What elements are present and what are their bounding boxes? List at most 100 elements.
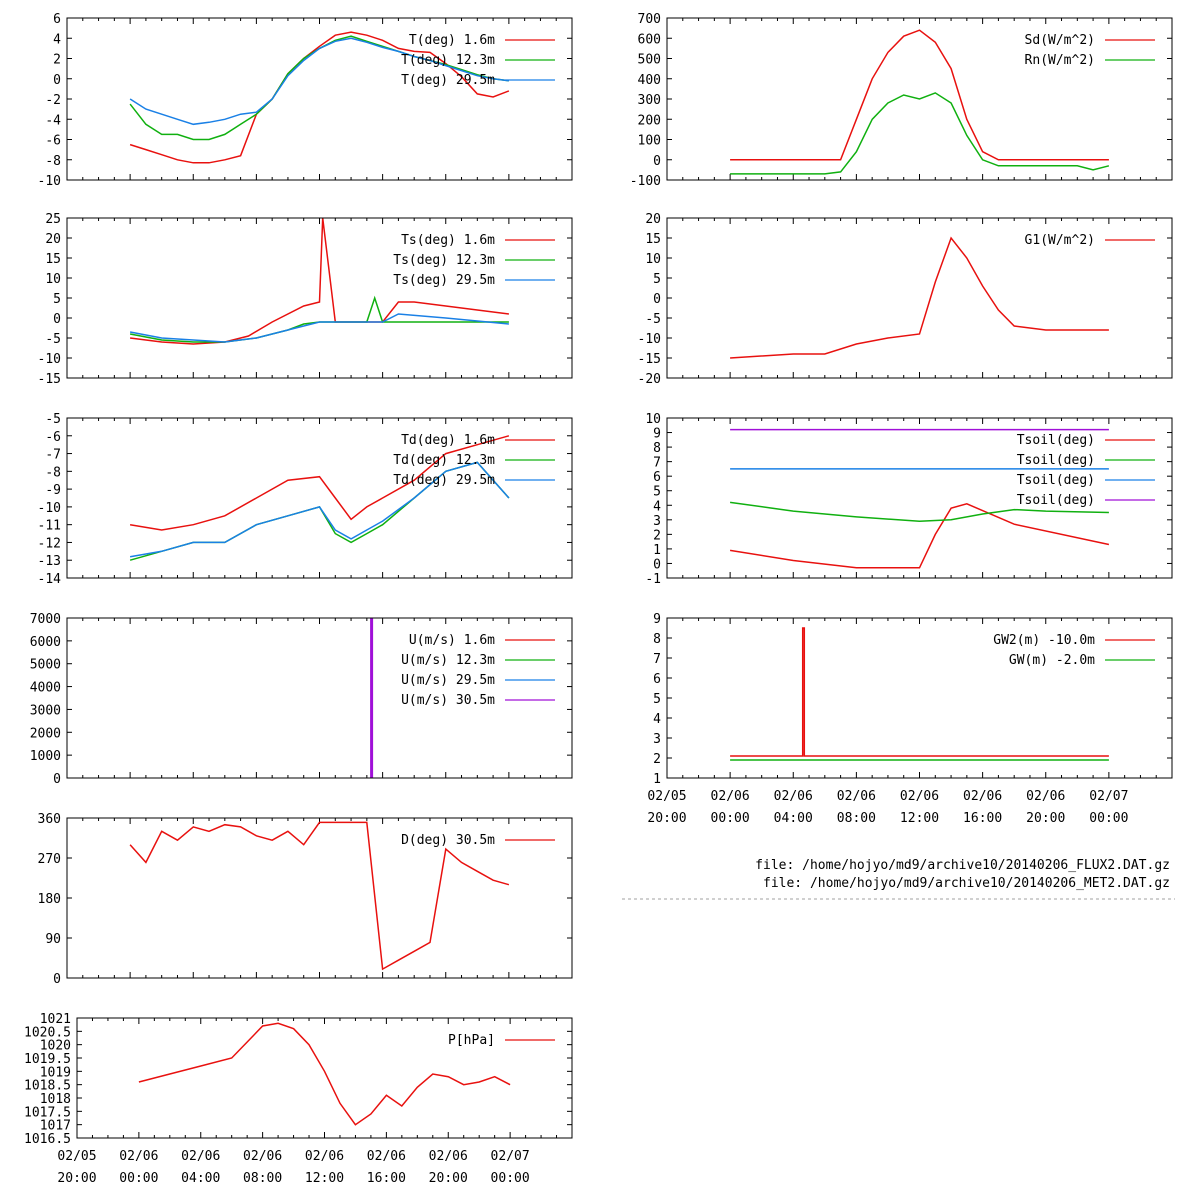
- panel-wind-speed: 0 1000 2000 3000 4000 5000 6000 7000 U(m/s) 1.6m…: [30, 612, 573, 787]
- legend-label: G1(W/m^2): [1025, 233, 1095, 248]
- y-tick-label: 1017: [40, 1119, 71, 1134]
- legend-label: T(deg) 12.3m: [401, 53, 495, 68]
- y-tick-label: 20: [45, 232, 61, 247]
- y-tick-label: -7: [45, 448, 61, 463]
- y-tick-label: 10: [645, 412, 661, 427]
- y-tick-label: -10: [38, 352, 61, 367]
- x-tick-date: 02/06: [900, 789, 939, 804]
- y-tick-label: 200: [638, 113, 661, 128]
- y-tick-label: 5: [653, 272, 661, 287]
- panel-pressure: 1016.510171017.510181018.510191019.51020…: [24, 1012, 573, 1186]
- y-tick-label: 2000: [30, 726, 61, 741]
- x-tick-time: 08:00: [243, 1171, 282, 1186]
- x-tick-date: 02/06: [711, 789, 750, 804]
- legend-label: Sd(W/m^2): [1025, 33, 1095, 48]
- series-line-surface-temperature-1: [129, 295, 509, 343]
- y-tick-label: -10: [638, 332, 661, 347]
- x-tick-date: 02/06: [243, 1149, 282, 1164]
- y-tick-label: -8: [45, 465, 61, 480]
- series-line-radiation-0: [730, 29, 1109, 161]
- y-tick-label: -6: [45, 134, 61, 149]
- y-tick-label: 600: [638, 32, 661, 47]
- y-tick-label: 25: [45, 212, 61, 227]
- y-tick-label: 300: [638, 93, 661, 108]
- y-tick-label: -5: [645, 312, 661, 327]
- y-tick-label: 7000: [30, 612, 61, 627]
- y-tick-label: 2: [653, 752, 661, 767]
- plot-frame: [66, 17, 573, 181]
- plot-frame: [666, 617, 1173, 779]
- x-tick-time: 20:00: [57, 1171, 96, 1186]
- x-tick-time: 00:00: [119, 1171, 158, 1186]
- y-tick-label: -10: [38, 501, 61, 516]
- y-tick-label: -13: [38, 554, 61, 569]
- y-tick-label: 1018.5: [24, 1079, 71, 1094]
- y-tick-label: 1021: [40, 1012, 71, 1027]
- y-tick-label: 1019: [40, 1065, 71, 1080]
- plot-frame: [66, 817, 573, 979]
- series-line-surface-temperature-2: [129, 313, 509, 343]
- x-tick-date: 02/06: [837, 789, 876, 804]
- y-tick-label: 1016.5: [24, 1132, 71, 1147]
- y-tick-label: 5: [53, 292, 61, 307]
- y-tick-label: -15: [38, 372, 61, 387]
- legend-label: Tsoil(deg): [1017, 433, 1095, 448]
- x-tick-date: 02/07: [491, 1149, 530, 1164]
- y-tick-label: -8: [45, 154, 61, 169]
- legend-label: GW(m) -2.0m: [1009, 653, 1095, 668]
- x-tick-time: 00:00: [1089, 811, 1128, 826]
- y-tick-label: 0: [653, 557, 661, 572]
- y-tick-label: 0: [653, 292, 661, 307]
- y-tick-label: -4: [45, 113, 61, 128]
- x-tick-date: 02/07: [1089, 789, 1128, 804]
- y-tick-label: 500: [638, 53, 661, 68]
- legend-label: Td(deg) 29.5m: [393, 473, 495, 488]
- series-line-wind-direction-0: [129, 821, 510, 971]
- panel-radiation: -100 0 100 200 300 400 500 600 700 Sd(W/m^2) Rn(W/…: [630, 12, 1173, 189]
- x-tick-date: 02/05: [57, 1149, 96, 1164]
- y-tick-label: 5: [653, 692, 661, 707]
- y-tick-label: 6: [53, 12, 61, 27]
- y-tick-label: 1017.5: [24, 1105, 71, 1120]
- y-tick-label: 2: [53, 53, 61, 68]
- legend-label: U(m/s) 1.6m: [409, 633, 495, 648]
- series-line-dew-point-2: [129, 461, 510, 558]
- x-tick-date: 02/06: [774, 789, 813, 804]
- legend-label: Ts(deg) 29.5m: [393, 273, 495, 288]
- y-tick-label: 400: [638, 73, 661, 88]
- panel-air-temperature: -10 -8 -6 -4 -2 0 2 4 6 T(deg) 1.6m T(deg) 12.3m T(…: [38, 12, 573, 189]
- legend-label: Td(deg) 1.6m: [401, 433, 495, 448]
- y-tick-label: 5000: [30, 658, 61, 673]
- y-tick-label: 100: [638, 134, 661, 149]
- plot-frame: [666, 217, 1173, 379]
- plot-frame: [666, 17, 1173, 181]
- x-tick-date: 02/06: [429, 1149, 468, 1164]
- panel-surface-temperature: -15 -10 -5 0 5 10 15 20 25 Ts(deg) 1.6m Ts(deg) 12…: [38, 212, 573, 387]
- series-line-dew-point-0: [129, 435, 510, 531]
- series-line-air-temperature-2: [129, 37, 509, 126]
- legend-label: T(deg) 29.5m: [401, 73, 495, 88]
- x-tick-date: 02/06: [963, 789, 1002, 804]
- y-tick-label: 0: [53, 73, 61, 88]
- x-tick-time: 20:00: [647, 811, 686, 826]
- series-line-radiation-1: [730, 92, 1110, 175]
- series-line-ground-water-0: [730, 627, 1109, 757]
- y-tick-label: -1: [645, 572, 661, 587]
- series-line-pressure-0: [138, 1022, 511, 1126]
- y-tick-label: 3: [653, 514, 661, 529]
- plot-frame: [666, 417, 1173, 579]
- y-tick-label: 1000: [30, 749, 61, 764]
- plot-frame: [66, 617, 573, 779]
- plot-frame: [66, 217, 573, 379]
- panel-ground-heat-flux: -20 -15 -10 -5 0 5 10 15 20 G1(W/m^2): [638, 212, 1173, 387]
- y-tick-label: 15: [45, 252, 61, 267]
- y-tick-label: 360: [38, 812, 61, 827]
- legend-label: Td(deg) 12.3m: [393, 453, 495, 468]
- legend-label: P[hPa]: [448, 1033, 495, 1048]
- legend-label: Tsoil(deg): [1017, 473, 1095, 488]
- y-tick-label: 1019.5: [24, 1052, 71, 1067]
- y-tick-label: 20: [645, 212, 661, 227]
- y-tick-label: -15: [638, 352, 661, 367]
- x-tick-date: 02/06: [181, 1149, 220, 1164]
